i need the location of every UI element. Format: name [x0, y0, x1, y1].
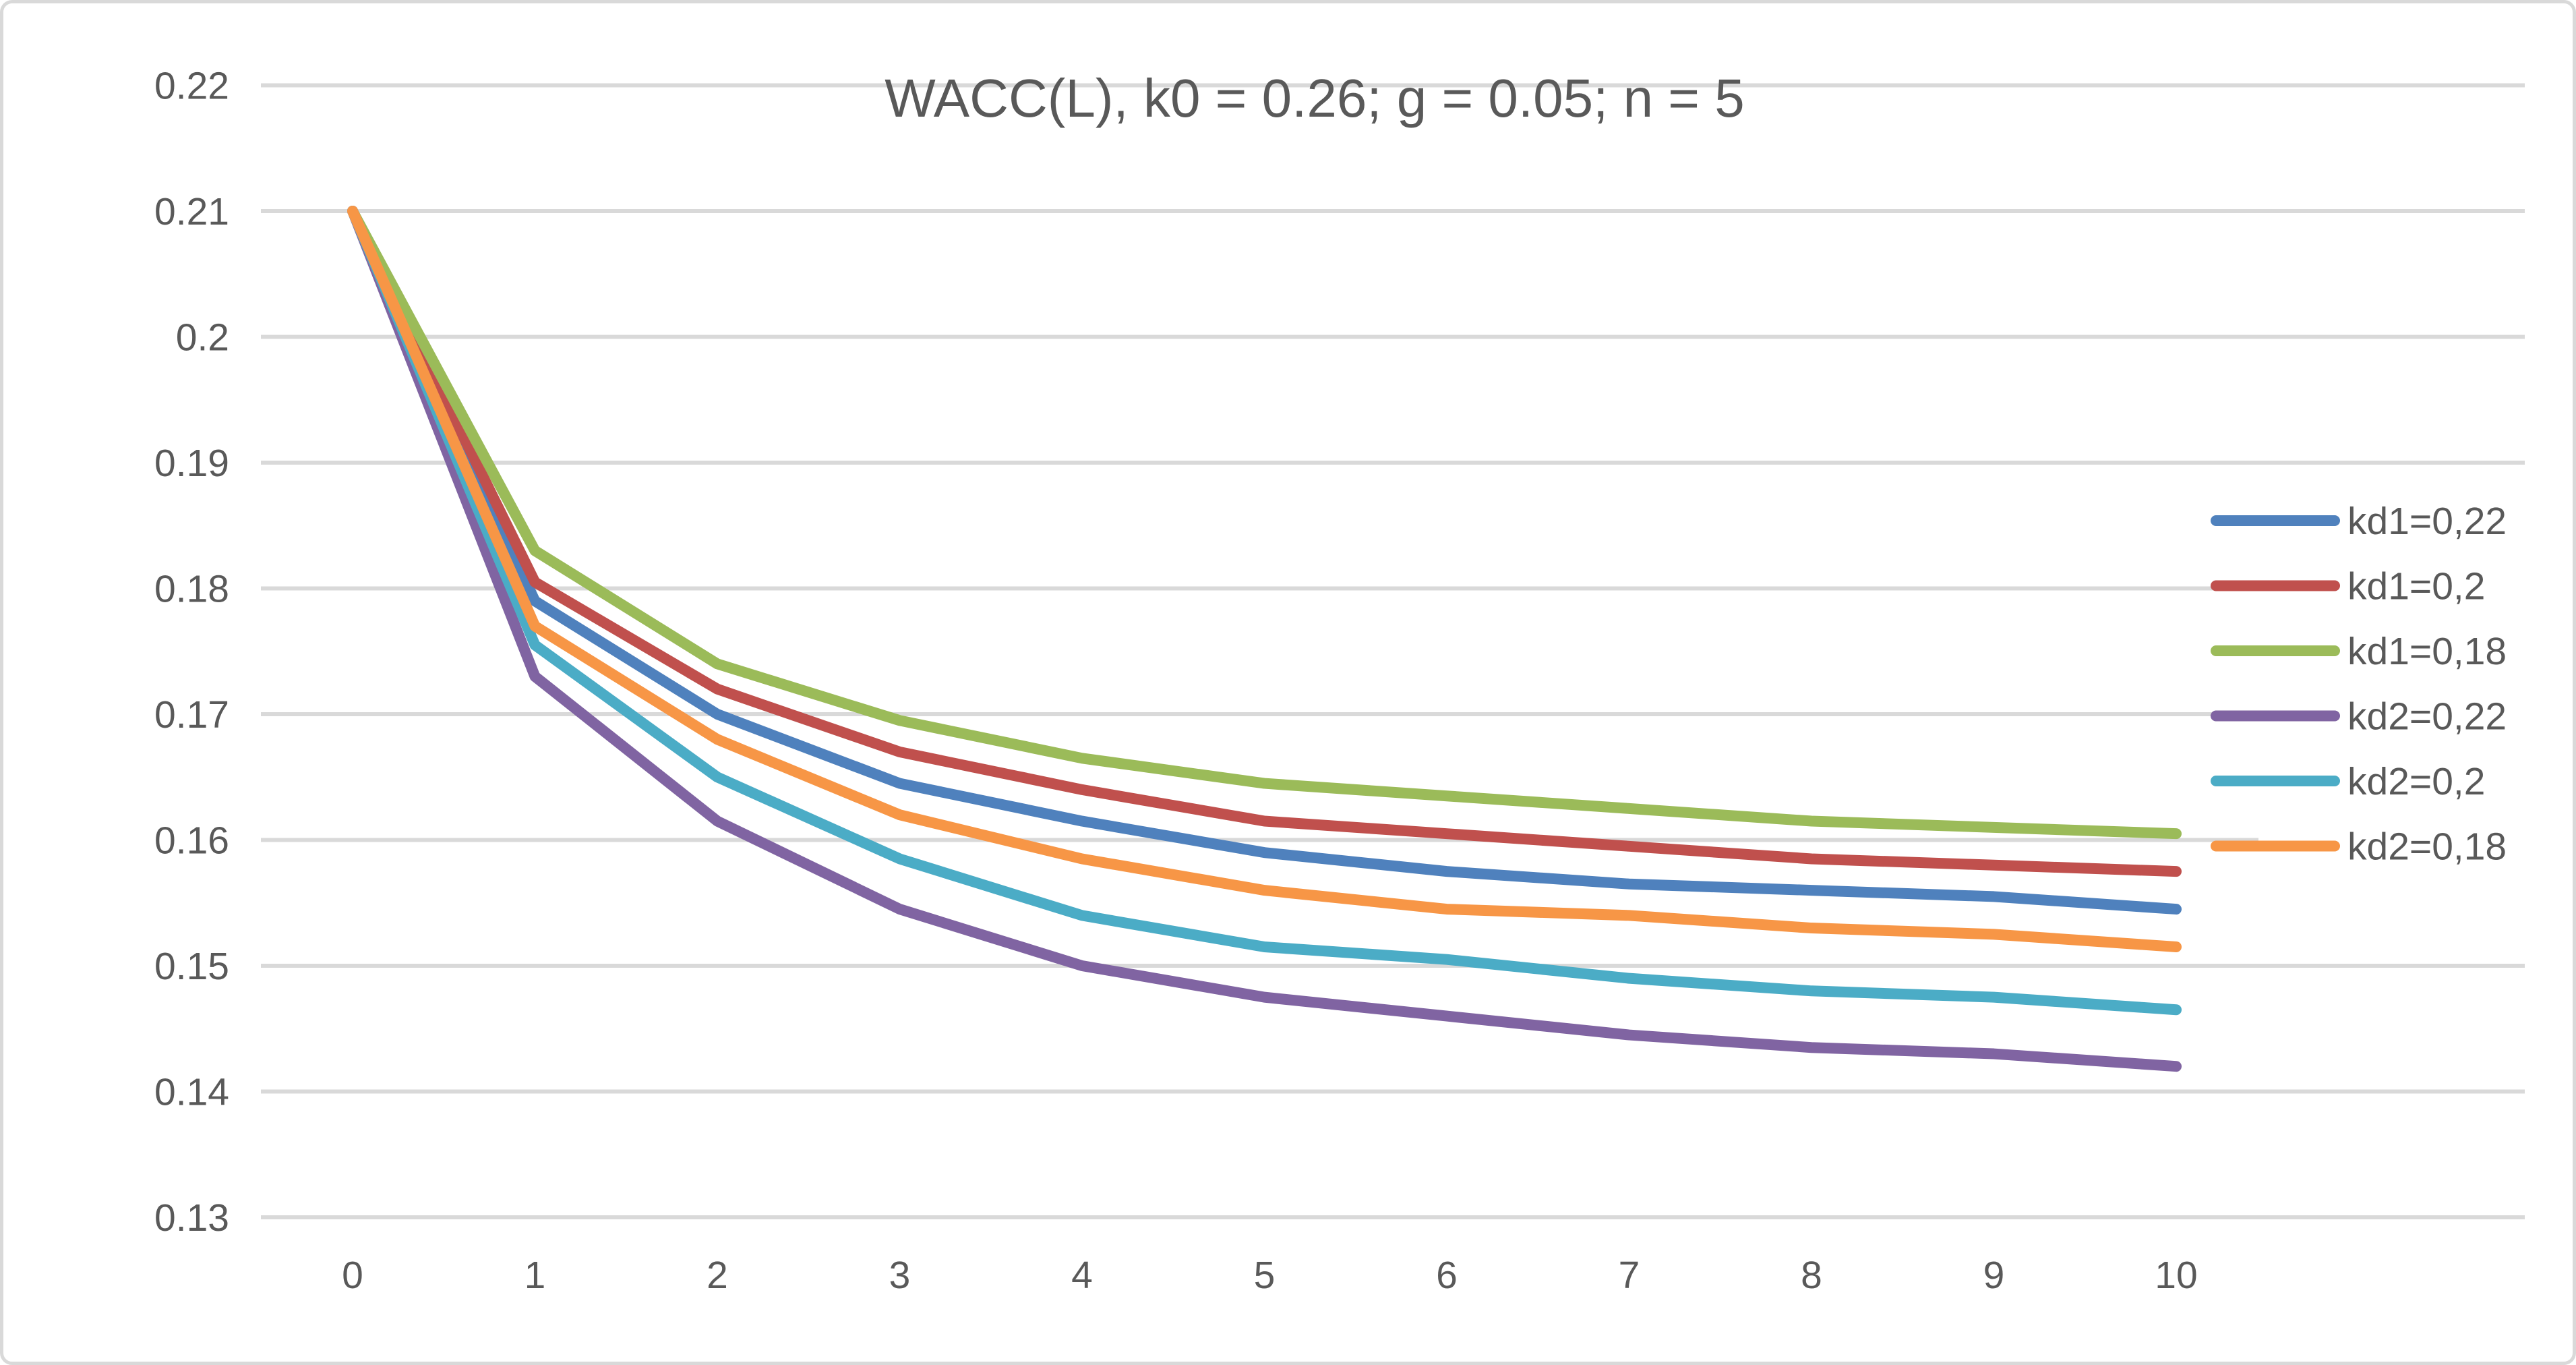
legend-item-kd2-0-2: kd2=0,2	[2211, 760, 2485, 803]
y-axis-tick-label: 0.19	[154, 442, 229, 485]
legend-item-kd2-0-22: kd2=0,22	[2211, 695, 2507, 738]
series-lines-group	[347, 206, 2182, 1072]
x-axis-tick-label: 8	[1801, 1254, 1822, 1297]
x-axis-tick-labels: 0 1 2 3 4 5 6 7 8 9 10	[342, 1254, 2198, 1297]
legend-item-kd1-0-2: kd1=0,2	[2211, 564, 2485, 608]
gridlines-group	[261, 83, 2525, 1219]
x-axis-tick-label: 6	[1436, 1254, 1458, 1297]
legend: kd1=0,22 kd1=0,2 kd1=0,18 kd2=0,22 kd2=0,2 kd…	[2211, 494, 2562, 885]
legend-item-kd2-0-18: kd2=0,18	[2211, 825, 2507, 868]
series-line-kd1-0-18	[347, 206, 2182, 840]
y-axis-tick-labels: 0.22 0.21 0.2 0.19 0.18 0.17 0.16 0.15 0.14 0.13	[154, 64, 229, 1240]
legend-background	[2258, 494, 2562, 885]
legend-label: kd1=0,18	[2347, 630, 2507, 673]
legend-label: kd2=0,18	[2347, 825, 2507, 868]
y-axis-tick-label: 0.16	[154, 819, 229, 862]
x-axis-tick-label: 7	[1619, 1254, 1640, 1297]
legend-item-kd1-0-22: kd1=0,22	[2211, 500, 2507, 543]
y-axis-tick-label: 0.2	[176, 316, 229, 359]
series-line-kd2-0-18	[347, 206, 2182, 953]
wacc-line-chart: WACC(L), k0 = 0.26; g = 0.05; n = 5 0.22…	[154, 64, 2562, 1297]
y-axis-tick-label: 0.13	[154, 1196, 229, 1240]
x-axis-tick-label: 5	[1254, 1254, 1276, 1297]
y-axis-tick-label: 0.17	[154, 693, 229, 736]
y-axis-tick-label: 0.22	[154, 64, 229, 107]
legend-item-kd1-0-18: kd1=0,18	[2211, 630, 2507, 673]
y-axis-tick-label: 0.14	[154, 1070, 229, 1113]
legend-label: kd1=0,22	[2347, 500, 2507, 543]
y-axis-tick-label: 0.21	[154, 190, 229, 233]
x-axis-tick-label: 3	[889, 1254, 911, 1297]
series-line-kd1-0-2	[347, 206, 2182, 877]
x-axis-tick-label: 4	[1071, 1254, 1093, 1297]
series-line-kd2-0-2	[347, 206, 2182, 1016]
legend-label: kd1=0,2	[2347, 564, 2485, 608]
legend-label: kd2=0,2	[2347, 760, 2485, 803]
y-axis-tick-label: 0.15	[154, 945, 229, 988]
series-line-kd2-0-22	[347, 206, 2182, 1072]
y-axis-tick-label: 0.18	[154, 567, 229, 610]
x-axis-tick-label: 10	[2155, 1254, 2197, 1297]
series-line-kd1-0-22	[347, 206, 2182, 915]
x-axis-tick-label: 2	[707, 1254, 728, 1297]
legend-label: kd2=0,22	[2347, 695, 2507, 738]
x-axis-tick-label: 0	[342, 1254, 363, 1297]
x-axis-tick-label: 9	[1983, 1254, 2005, 1297]
x-axis-tick-label: 1	[525, 1254, 546, 1297]
chart-title: WACC(L), k0 = 0.26; g = 0.05; n = 5	[885, 68, 1744, 128]
